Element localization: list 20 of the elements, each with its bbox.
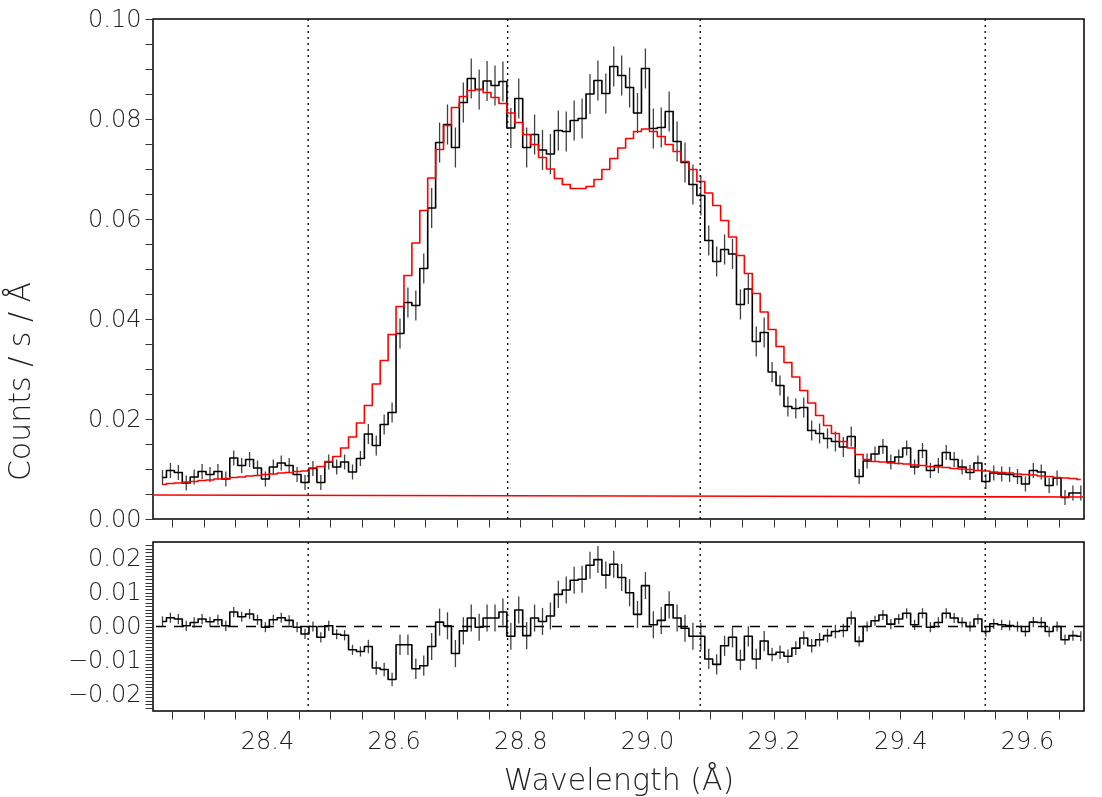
y-tick-label: 0.02 — [88, 404, 142, 433]
x-tick-label: 29.4 — [874, 726, 928, 755]
y-tick-label: 0.02 — [88, 544, 142, 573]
x-tick-label: 28.8 — [494, 726, 548, 755]
x-tick-label: 28.4 — [240, 726, 295, 755]
y-tick-label: 0.04 — [88, 304, 142, 333]
y-tick-label: 0.06 — [88, 204, 142, 233]
x-tick-label: 28.6 — [367, 726, 421, 755]
y-tick-label: 0.00 — [88, 612, 142, 640]
y-axis-title: Counts / s / Å — [0, 281, 37, 482]
x-axis-title: Wavelength (Å) — [503, 760, 735, 797]
y-tick-label: −0.01 — [67, 645, 142, 674]
y-tick-label: 0.00 — [88, 504, 142, 533]
x-tick-label: 29.2 — [747, 726, 801, 755]
x-tick-label: 29.6 — [1000, 726, 1055, 755]
y-tick-label: 0.01 — [88, 578, 142, 607]
x-tick-label: 29.0 — [620, 726, 675, 755]
y-tick-label: −0.02 — [67, 679, 142, 708]
y-tick-label: 0.08 — [88, 104, 142, 133]
y-tick-label: 0.10 — [88, 4, 142, 33]
